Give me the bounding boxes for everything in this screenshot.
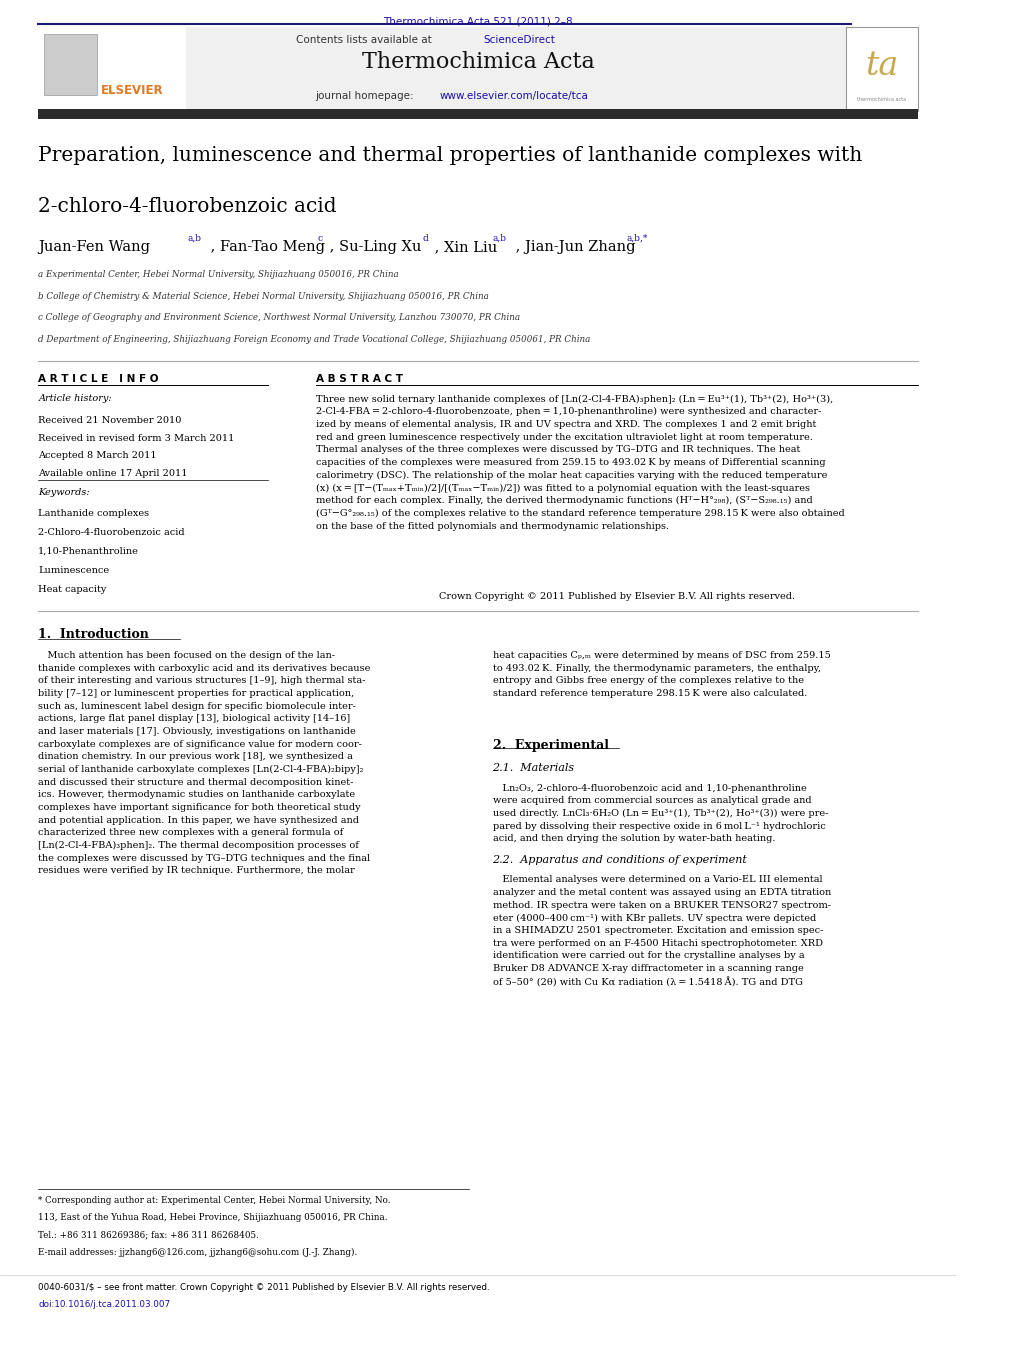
Text: 2-Chloro-4-fluorobenzoic acid: 2-Chloro-4-fluorobenzoic acid [38,528,185,538]
Text: A R T I C L E   I N F O: A R T I C L E I N F O [38,374,158,384]
Text: 2.1.  Materials: 2.1. Materials [492,763,575,773]
Text: Luminescence: Luminescence [38,566,109,576]
Text: Received in revised form 3 March 2011: Received in revised form 3 March 2011 [38,434,235,443]
Text: b College of Chemistry & Material Science, Hebei Normal University, Shijiazhuang: b College of Chemistry & Material Scienc… [38,292,489,301]
Text: thermochimica acta: thermochimica acta [858,97,907,103]
Text: * Corresponding author at: Experimental Center, Hebei Normal University, No.: * Corresponding author at: Experimental … [38,1196,391,1205]
Text: ScienceDirect: ScienceDirect [483,35,554,45]
Text: Crown Copyright © 2011 Published by Elsevier B.V. All rights reserved.: Crown Copyright © 2011 Published by Else… [439,592,795,601]
Text: Ln₂O₃, 2-chloro-4-fluorobenzoic acid and 1,10-phenanthroline
were acquired from : Ln₂O₃, 2-chloro-4-fluorobenzoic acid and… [492,784,828,843]
FancyBboxPatch shape [44,34,97,95]
Text: Keywords:: Keywords: [38,488,90,497]
Text: a,b: a,b [188,234,201,243]
Text: Received 21 November 2010: Received 21 November 2010 [38,416,182,426]
Text: c College of Geography and Environment Science, Northwest Normal University, Lan: c College of Geography and Environment S… [38,313,521,323]
Text: Article history:: Article history: [38,394,112,404]
Text: Available online 17 April 2011: Available online 17 April 2011 [38,469,188,478]
Text: d Department of Engineering, Shijiazhuang Foreign Economy and Trade Vocational C: d Department of Engineering, Shijiazhuan… [38,335,590,345]
Text: c: c [318,234,323,243]
Text: Tel.: +86 311 86269386; fax: +86 311 86268405.: Tel.: +86 311 86269386; fax: +86 311 862… [38,1231,259,1240]
Text: d: d [423,234,429,243]
Text: a Experimental Center, Hebei Normal University, Shijiazhuang 050016, PR China: a Experimental Center, Hebei Normal Univ… [38,270,399,280]
Text: Accepted 8 March 2011: Accepted 8 March 2011 [38,451,157,461]
Text: Thermochimica Acta 521 (2011) 2–8: Thermochimica Acta 521 (2011) 2–8 [383,16,573,26]
Text: ELSEVIER: ELSEVIER [100,84,163,97]
Text: Much attention has been focused on the design of the lan-
thanide complexes with: Much attention has been focused on the d… [38,651,371,875]
Text: Contents lists available at: Contents lists available at [296,35,436,45]
Text: Elemental analyses were determined on a Vario-EL III elemental
analyzer and the : Elemental analyses were determined on a … [492,875,831,988]
FancyBboxPatch shape [38,27,846,111]
FancyBboxPatch shape [38,109,918,119]
Text: 1.  Introduction: 1. Introduction [38,628,149,642]
Text: Lanthanide complexes: Lanthanide complexes [38,509,149,519]
Text: A B S T R A C T: A B S T R A C T [315,374,402,384]
Text: , Fan-Tao Meng: , Fan-Tao Meng [205,240,325,254]
Text: doi:10.1016/j.tca.2011.03.007: doi:10.1016/j.tca.2011.03.007 [38,1300,171,1309]
Text: , Jian-Jun Zhang: , Jian-Jun Zhang [510,240,635,254]
Text: Preparation, luminescence and thermal properties of lanthanide complexes with: Preparation, luminescence and thermal pr… [38,146,863,165]
FancyBboxPatch shape [846,27,918,111]
FancyBboxPatch shape [38,27,187,111]
Text: , Su-Ling Xu: , Su-Ling Xu [325,240,422,254]
Text: 113, East of the Yuhua Road, Hebei Province, Shijiazhuang 050016, PR China.: 113, East of the Yuhua Road, Hebei Provi… [38,1213,388,1223]
Text: 2-chloro-4-fluorobenzoic acid: 2-chloro-4-fluorobenzoic acid [38,197,337,216]
Text: a,b,*: a,b,* [627,234,647,243]
Text: journal homepage:: journal homepage: [315,91,418,100]
Text: Juan-Fen Wang: Juan-Fen Wang [38,240,150,254]
Text: heat capacities Cₚ,ₘ were determined by means of DSC from 259.15
to 493.02 K. Fi: heat capacities Cₚ,ₘ were determined by … [492,651,830,698]
Text: Thermochimica Acta: Thermochimica Acta [361,51,594,73]
Text: , Xin Liu: , Xin Liu [431,240,497,254]
Text: 1,10-Phenanthroline: 1,10-Phenanthroline [38,547,139,557]
Text: 0040-6031/$ – see front matter. Crown Copyright © 2011 Published by Elsevier B.V: 0040-6031/$ – see front matter. Crown Co… [38,1283,490,1293]
Text: ta: ta [865,50,898,82]
Text: 2.  Experimental: 2. Experimental [492,739,609,753]
Text: Heat capacity: Heat capacity [38,585,106,594]
Text: Three new solid ternary lanthanide complexes of [Ln(2-Cl-4-FBA)₃phen]₂ (Ln = Eu³: Three new solid ternary lanthanide compl… [315,394,844,531]
Text: www.elsevier.com/locate/tca: www.elsevier.com/locate/tca [440,91,589,100]
Text: a,b: a,b [492,234,506,243]
Text: 2.2.  Apparatus and conditions of experiment: 2.2. Apparatus and conditions of experim… [492,855,747,865]
Text: E-mail addresses: jjzhang6@126.com, jjzhang6@sohu.com (J.-J. Zhang).: E-mail addresses: jjzhang6@126.com, jjzh… [38,1248,357,1258]
